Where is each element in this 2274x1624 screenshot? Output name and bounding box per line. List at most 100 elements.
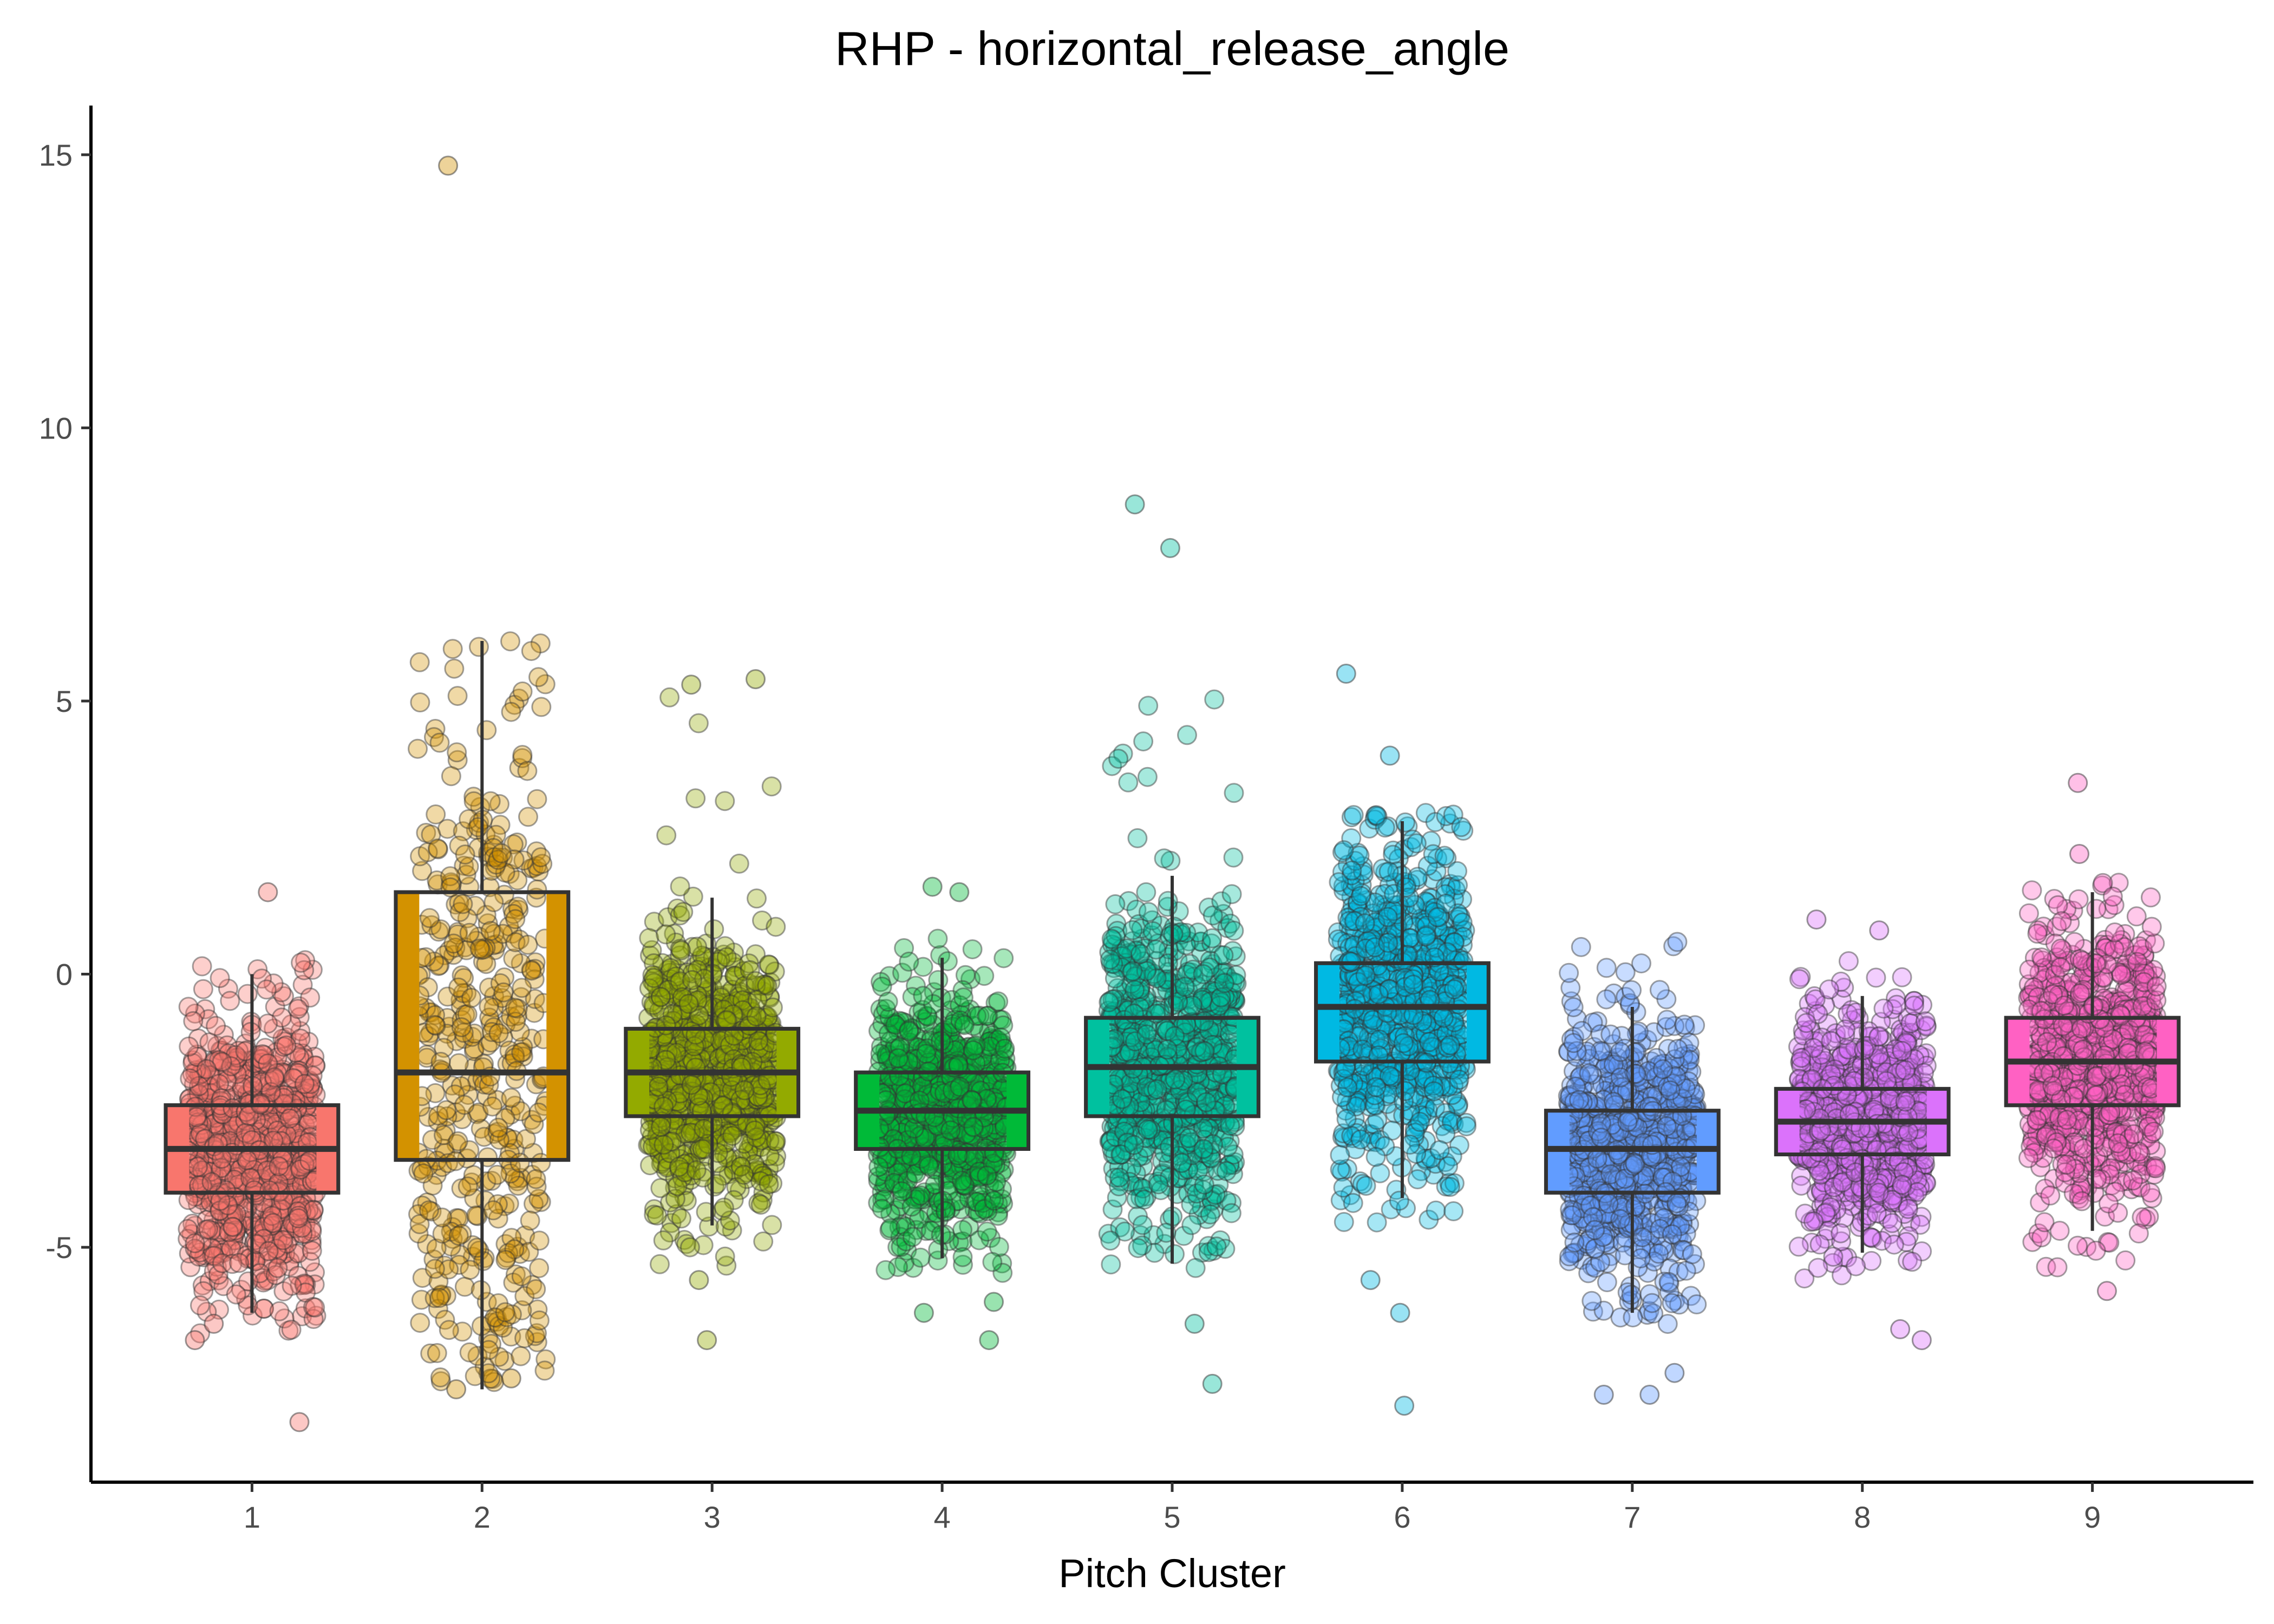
point — [225, 1047, 245, 1068]
point — [902, 1227, 923, 1247]
point — [268, 1126, 289, 1147]
point — [468, 817, 488, 837]
point — [511, 1346, 531, 1366]
point — [271, 1119, 292, 1140]
point — [291, 1121, 311, 1141]
point — [952, 1170, 972, 1191]
point — [265, 1170, 285, 1191]
point — [290, 1223, 310, 1243]
point — [254, 1212, 275, 1233]
point — [198, 1219, 218, 1240]
point — [185, 1233, 205, 1254]
point — [686, 1160, 707, 1181]
point — [714, 1197, 734, 1218]
point — [1101, 928, 1122, 949]
point — [656, 825, 677, 846]
point — [188, 1065, 209, 1085]
point — [276, 1027, 297, 1047]
point — [671, 940, 691, 961]
outlier-point — [1125, 494, 1145, 515]
point — [529, 1230, 550, 1251]
point — [269, 1301, 290, 1321]
point — [448, 1226, 469, 1246]
point — [744, 1120, 765, 1141]
point — [1133, 731, 1154, 752]
point — [1194, 1174, 1214, 1195]
point — [1185, 1258, 1206, 1278]
point — [212, 1126, 233, 1147]
point — [258, 1204, 278, 1225]
point — [514, 1328, 535, 1348]
point — [277, 1164, 298, 1184]
point — [206, 1016, 226, 1036]
point — [644, 968, 664, 988]
point — [518, 807, 538, 827]
point — [750, 1194, 771, 1215]
point — [963, 1040, 983, 1060]
point — [222, 1047, 243, 1068]
point — [899, 951, 919, 972]
point — [286, 1092, 306, 1113]
point — [913, 986, 933, 1006]
point — [179, 1036, 199, 1057]
point — [226, 1284, 246, 1305]
point — [235, 1033, 256, 1054]
point — [977, 1221, 997, 1242]
point — [984, 1190, 1004, 1211]
point — [259, 1058, 279, 1079]
point — [426, 804, 446, 824]
point — [1202, 928, 1223, 948]
point — [1158, 890, 1178, 911]
outlier-point — [204, 1313, 224, 1334]
point — [272, 1245, 292, 1265]
point — [224, 1239, 244, 1259]
point — [301, 1203, 322, 1223]
outlier-point — [258, 882, 278, 902]
point — [300, 1252, 321, 1272]
point — [225, 1217, 246, 1237]
point — [200, 1076, 220, 1096]
point — [1108, 749, 1129, 769]
point — [722, 1125, 743, 1146]
point — [1174, 977, 1195, 997]
point — [659, 687, 680, 708]
point — [274, 1155, 295, 1175]
point — [1105, 894, 1126, 914]
point — [200, 1106, 220, 1127]
point — [1127, 828, 1148, 848]
point — [447, 742, 467, 763]
point — [878, 991, 898, 1012]
point — [305, 1056, 326, 1076]
point — [243, 1118, 263, 1139]
point — [1109, 1167, 1129, 1188]
point — [180, 1068, 200, 1089]
point — [223, 1216, 243, 1237]
point — [483, 1200, 504, 1221]
point — [254, 1299, 274, 1319]
point — [1214, 973, 1234, 993]
point — [766, 916, 786, 937]
point — [244, 1217, 264, 1237]
point — [190, 1118, 210, 1138]
point — [444, 658, 465, 679]
point — [447, 686, 468, 706]
point — [692, 1139, 713, 1160]
point — [487, 1164, 507, 1185]
point — [291, 952, 311, 973]
point — [715, 1246, 735, 1267]
point — [429, 732, 450, 753]
point — [1122, 920, 1143, 940]
point — [1224, 920, 1244, 941]
point — [872, 1199, 892, 1219]
point — [430, 1367, 450, 1387]
point — [994, 948, 1014, 968]
point — [1221, 1203, 1241, 1223]
point — [1216, 1161, 1237, 1181]
point — [511, 1266, 532, 1287]
point — [236, 1116, 257, 1137]
point — [419, 1200, 439, 1221]
point — [197, 1117, 217, 1137]
point — [517, 761, 538, 781]
point — [284, 1213, 305, 1233]
